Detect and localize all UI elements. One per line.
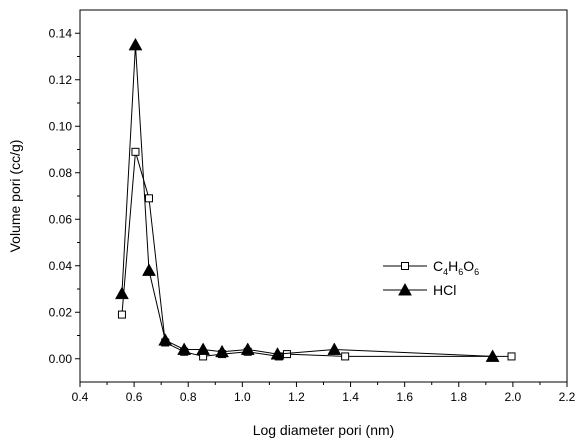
y-axis-ticks: 0.00 0.02 0.04 0.06 0.08 0.10 0.12 0.14 [49,26,80,366]
data-point-triangle [270,347,285,360]
x-tick-label: 2.0 [505,390,522,404]
y-tick-label: 0.14 [49,26,73,40]
y-tick-label: 0.12 [49,73,73,87]
data-point-square [144,194,153,203]
formula-element: H [448,258,458,274]
series-line [121,44,493,357]
legend-entry-c4h6o6: C4H6O6 [383,258,479,277]
y-axis-label: Volume pori (cc/g) [7,140,23,253]
x-tick-label: 1.8 [450,390,467,404]
data-point-triangle [485,349,500,362]
legend-marker-triangle [398,282,412,296]
data-point-triangle [177,342,192,355]
y-tick-label: 0.00 [49,352,73,366]
series-layer [115,37,516,362]
x-tick-label: 1.2 [288,390,305,404]
data-point-triangle [115,286,129,300]
y-tick-label: 0.08 [49,166,73,180]
legend-marker-square [401,262,409,270]
axes [79,9,568,383]
x-axis-label: Log diameter pori (nm) [253,422,395,438]
data-point-square [282,350,291,359]
x-tick-label: 1.4 [342,390,359,404]
y-tick-label: 0.06 [49,212,73,226]
x-tick-label: 0.4 [72,390,89,404]
data-point-square [131,147,140,156]
data-point-triangle [158,333,173,346]
data-point-square [507,352,516,361]
legend-entry-hcl: HCl [383,282,456,298]
x-tick-label: 2.2 [559,390,576,404]
formula-subscript: 6 [474,267,479,277]
data-point-square [117,310,126,319]
formula-element: C [433,258,443,274]
legend-label-c4h6o6: C4H6O6 [433,258,479,277]
formula-element: O [463,258,474,274]
legend-label-hcl: HCl [433,282,456,298]
y-tick-label: 0.04 [49,259,73,273]
data-point-triangle [196,342,211,355]
y-tick-label: 0.10 [49,119,73,133]
data-point-triangle [142,263,156,276]
x-tick-label: 1.6 [396,390,413,404]
series-c4h6o6 [117,147,516,361]
series-line [121,151,512,357]
formula-subscript: 6 [458,267,463,277]
x-tick-label: 0.6 [126,390,143,404]
series-hcl [115,37,500,362]
x-axis-ticks: 0.4 0.6 0.8 1.0 1.2 1.4 1.6 1.8 2.0 2.2 [72,382,576,404]
data-point-triangle [215,344,229,358]
data-point-triangle [240,342,255,355]
data-point-triangle [327,342,342,355]
formula-subscript: 4 [443,267,448,277]
data-point-triangle [128,37,143,51]
y-tick-label: 0.02 [49,305,73,319]
data-point-square [341,352,350,361]
x-tick-label: 0.8 [180,390,197,404]
x-tick-label: 1.0 [234,390,251,404]
plot-frame [79,9,568,383]
